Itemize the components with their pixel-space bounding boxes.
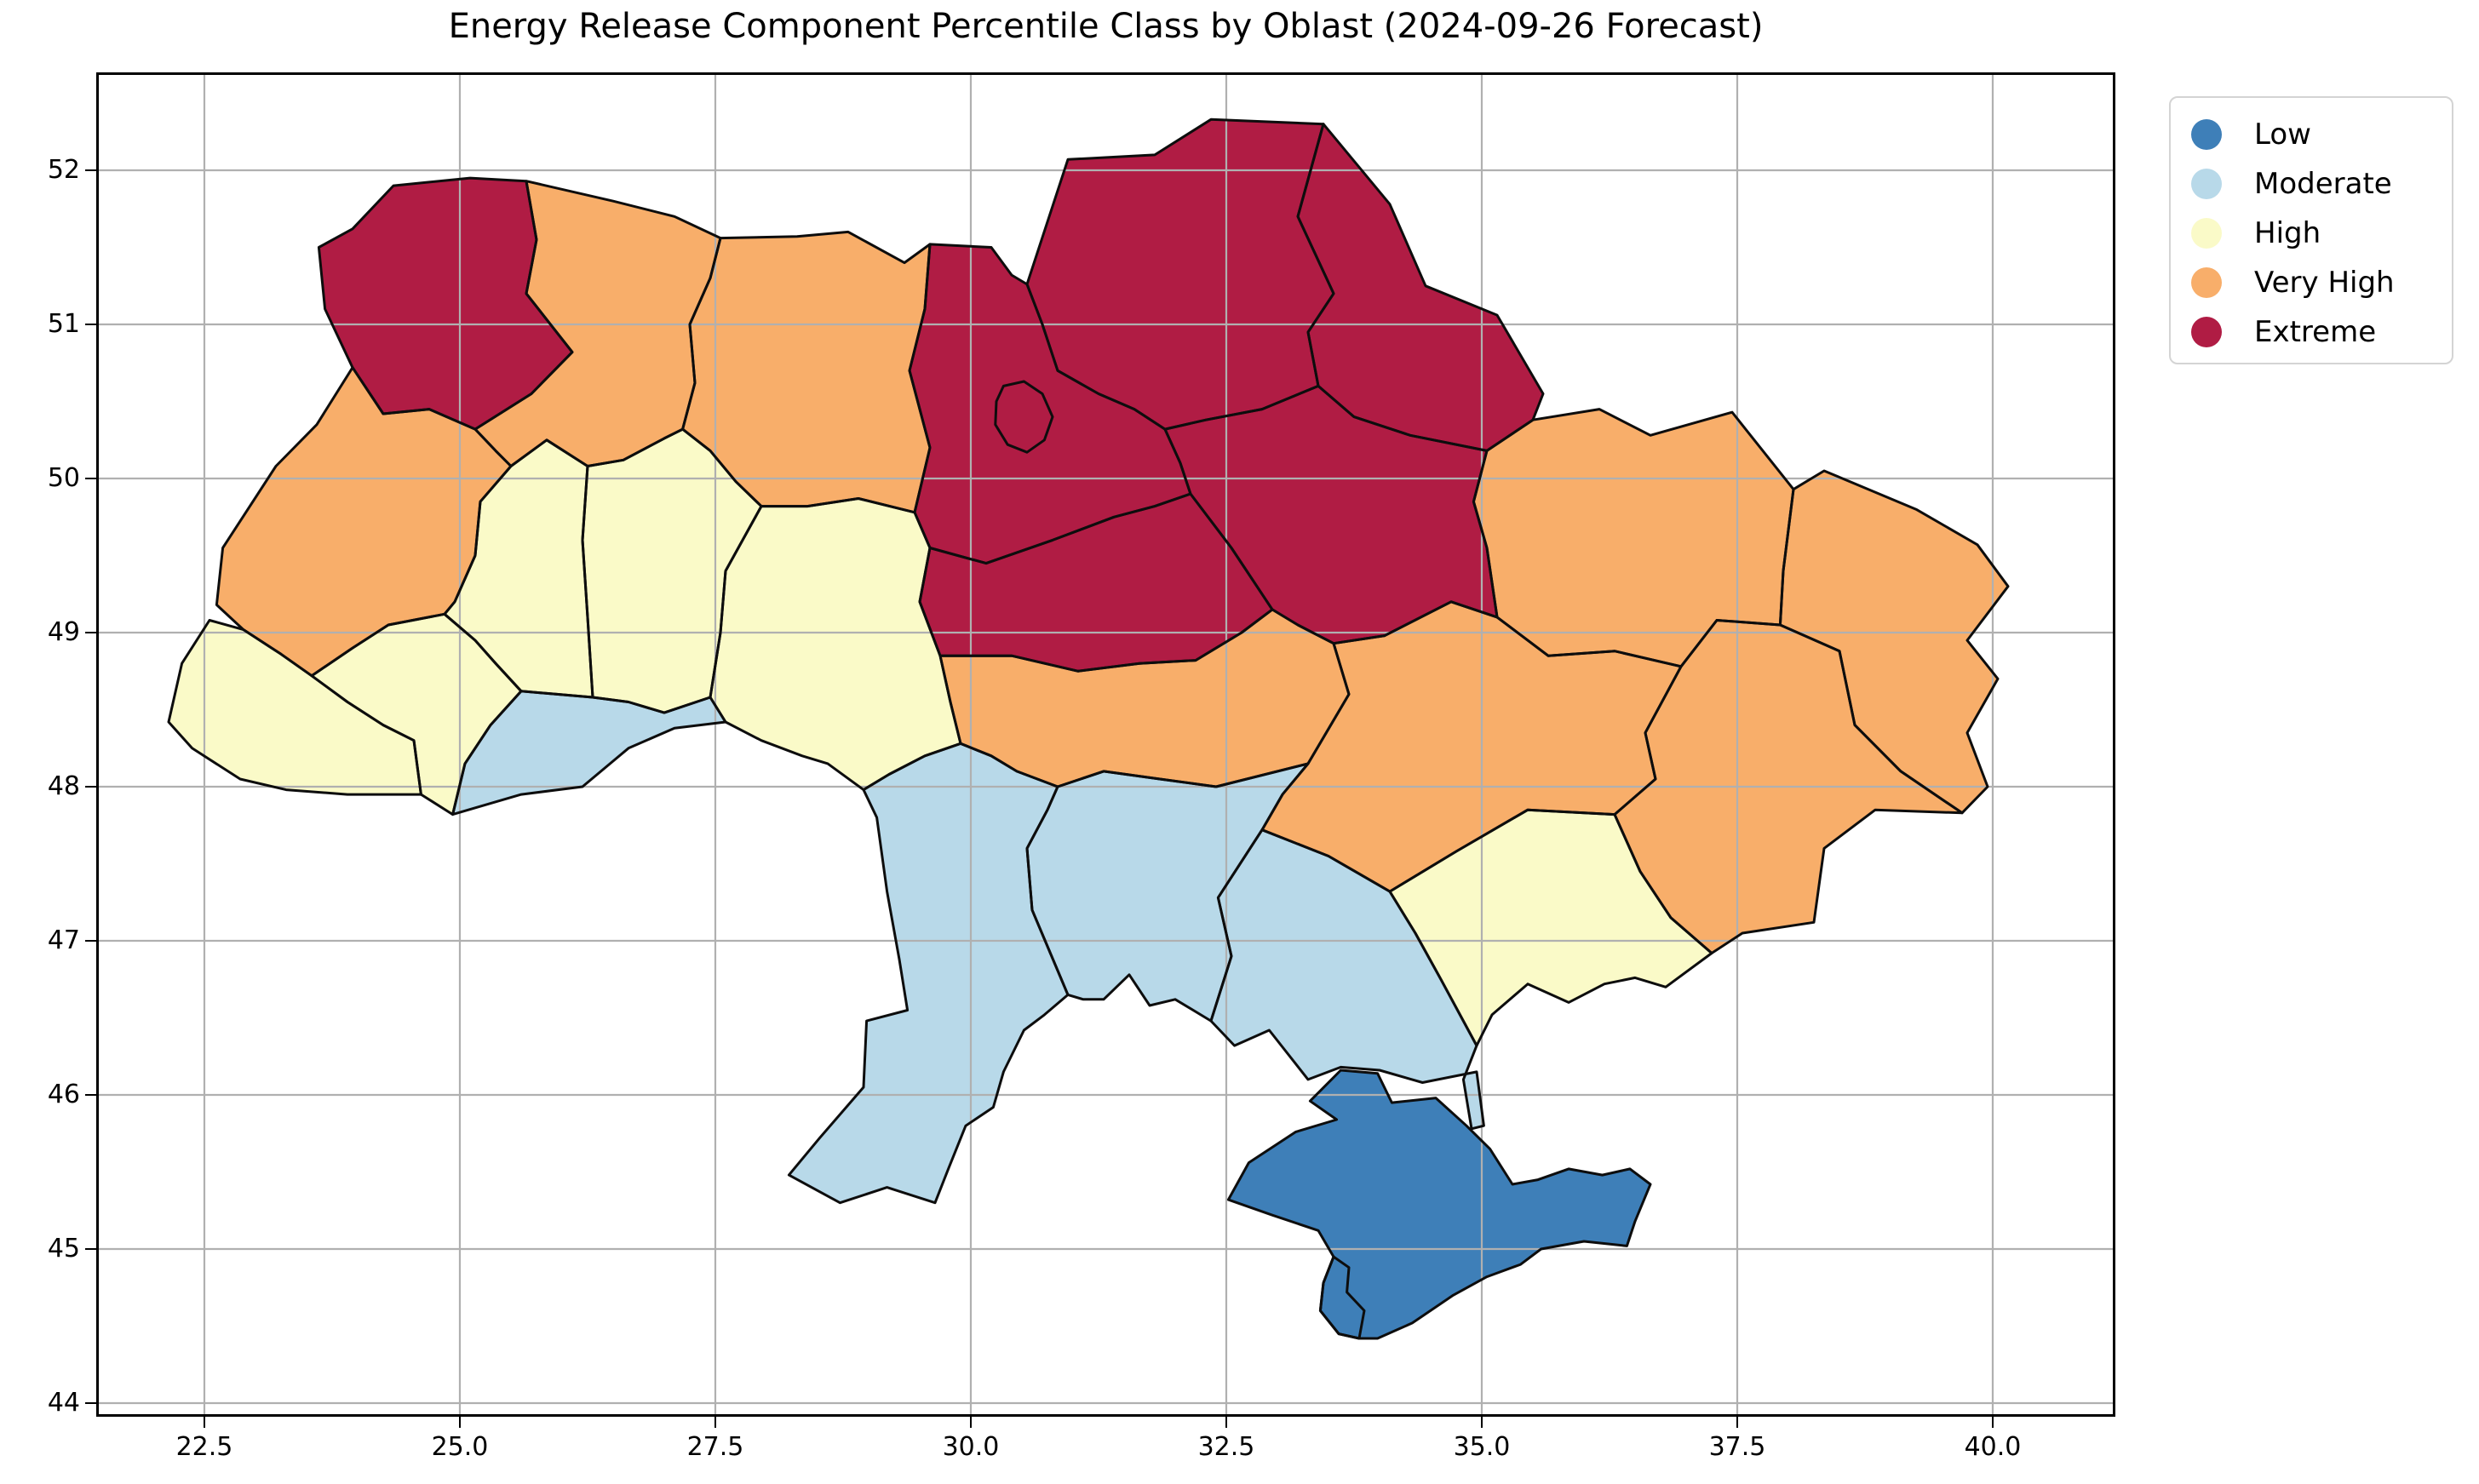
region-dnipropetrovsk-fill — [1262, 601, 1681, 892]
region-zhytomyr-fill — [682, 232, 930, 513]
chart-title: Energy Release Component Percentile Clas… — [448, 7, 1764, 46]
legend-color-dot-very-high — [2191, 267, 2222, 298]
y-tick-label: 52 — [47, 155, 80, 185]
legend-color-dot-low — [2191, 119, 2222, 150]
region-fills — [169, 119, 2008, 1338]
y-tick-label: 50 — [47, 463, 80, 493]
region-odesa — [787, 742, 1070, 1205]
x-tick-mark-30.0 — [969, 1417, 972, 1428]
region-khmelnytskyi-fill — [582, 429, 761, 713]
x-tick-mark-37.5 — [1736, 1417, 1738, 1428]
y-tick-mark-44 — [85, 1402, 96, 1404]
legend-color-dot-moderate — [2191, 169, 2222, 199]
x-tick-mark-35.0 — [1480, 1417, 1483, 1428]
x-tick-mark-32.5 — [1225, 1417, 1227, 1428]
gridlines — [96, 72, 2115, 1417]
plot-frame — [96, 72, 2115, 1417]
x-tick-label: 22.5 — [175, 1432, 233, 1462]
region-kirovohrad-fill — [940, 609, 1349, 787]
region-sevastopol-fill — [1320, 1257, 1364, 1338]
region-zaporizhzhia-fill — [1390, 810, 1712, 1046]
y-tick-label: 49 — [47, 617, 80, 647]
legend-item-extreme: Extreme — [2191, 307, 2452, 357]
y-tick-mark-50 — [85, 478, 96, 479]
region-cherkasy-fill — [920, 494, 1272, 672]
legend-label: Low — [2254, 117, 2311, 152]
legend-label: Very High — [2254, 266, 2395, 300]
y-tick-label: 46 — [47, 1080, 80, 1109]
region-vinnytsia-fill — [710, 498, 961, 790]
plot-area — [96, 72, 2115, 1417]
x-tick-mark-22.5 — [203, 1417, 205, 1428]
x-tick-label: 30.0 — [942, 1432, 1000, 1462]
x-tick-label: 35.0 — [1453, 1432, 1511, 1462]
region-luhansk-fill — [1780, 471, 2008, 813]
ukraine-choropleth-svg — [96, 72, 2115, 1417]
y-tick-label: 51 — [47, 309, 80, 339]
region-zakarpattia-fill — [169, 620, 422, 795]
region-kyiv-city-fill — [995, 381, 1053, 453]
region-volyn-fill — [318, 178, 572, 430]
y-tick-mark-49 — [85, 632, 96, 633]
y-tick-mark-47 — [85, 940, 96, 942]
region-crimea-fill — [1228, 1070, 1650, 1338]
legend-item-very-high: Very High — [2191, 258, 2452, 307]
legend: Low Moderate High Very High Extreme — [2169, 96, 2453, 364]
region-chernihiv-fill — [1027, 119, 1334, 430]
legend-color-dot-high — [2191, 218, 2222, 249]
y-tick-mark-45 — [85, 1248, 96, 1250]
legend-label: Extreme — [2254, 315, 2377, 349]
y-tick-label: 44 — [47, 1388, 80, 1418]
x-tick-label: 40.0 — [1964, 1432, 2022, 1462]
region-donetsk — [1613, 619, 1964, 954]
x-tick-mark-40.0 — [1991, 1417, 1994, 1428]
region-kharkiv-fill — [1473, 409, 1793, 667]
y-tick-label: 47 — [47, 925, 80, 955]
region-ivano-frankivsk-fill — [312, 614, 521, 815]
x-tick-label: 27.5 — [686, 1432, 744, 1462]
y-tick-mark-48 — [85, 786, 96, 788]
legend-item-high: High — [2191, 209, 2452, 258]
x-tick-label: 32.5 — [1197, 1432, 1255, 1462]
region-kherson-fill — [1211, 829, 1484, 1129]
x-tick-mark-27.5 — [714, 1417, 716, 1428]
x-tick-mark-25.0 — [458, 1417, 461, 1428]
region-chernivtsi — [451, 690, 727, 816]
region-odesa-fill — [789, 743, 1068, 1203]
region-kherson — [1209, 828, 1485, 1131]
region-lviv-fill — [216, 367, 511, 676]
region-borders — [167, 117, 2010, 1340]
y-tick-mark-51 — [85, 324, 96, 325]
y-tick-label: 45 — [47, 1234, 80, 1263]
legend-item-low: Low — [2191, 110, 2452, 159]
legend-item-moderate: Moderate — [2191, 159, 2452, 209]
x-tick-label: 25.0 — [431, 1432, 489, 1462]
region-poltava-fill — [1165, 386, 1497, 644]
legend-color-dot-extreme — [2191, 317, 2222, 347]
region-chernivtsi-fill — [452, 690, 726, 815]
y-tick-label: 48 — [47, 771, 80, 801]
region-sevastopol — [1318, 1255, 1366, 1340]
y-tick-mark-52 — [85, 169, 96, 171]
region-crimea — [1226, 1069, 1652, 1340]
legend-label: Moderate — [2254, 167, 2392, 201]
region-mykolaiv-fill — [1027, 763, 1308, 1022]
y-tick-mark-46 — [85, 1094, 96, 1096]
region-kyiv-city — [994, 380, 1054, 454]
x-tick-label: 37.5 — [1708, 1432, 1766, 1462]
legend-label: High — [2254, 216, 2321, 250]
